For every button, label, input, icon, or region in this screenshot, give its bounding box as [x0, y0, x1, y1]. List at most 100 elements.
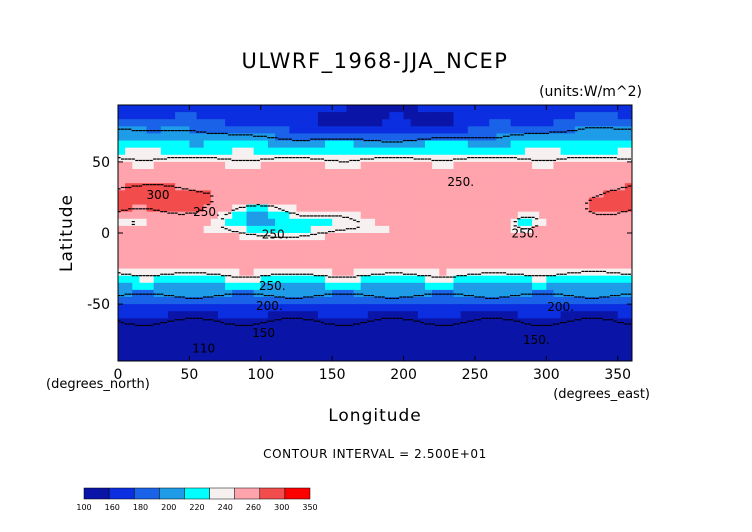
contour-segment	[538, 132, 542, 135]
contour-segment	[270, 205, 275, 207]
heatmap-cell	[346, 240, 355, 248]
heatmap-cell	[496, 119, 505, 127]
heatmap-cell	[325, 218, 333, 227]
heatmap-cell	[503, 353, 512, 361]
contour-segment	[220, 158, 225, 160]
heatmap-cell	[296, 275, 305, 284]
contour-segment	[352, 293, 357, 295]
contour-segment	[153, 184, 157, 186]
heatmap-cell	[225, 183, 233, 191]
heatmap-cell	[353, 297, 362, 305]
heatmap-cell	[125, 105, 133, 113]
contour-segment	[506, 157, 510, 159]
heatmap-cell	[460, 140, 469, 149]
contour-segment	[485, 157, 489, 159]
heatmap-cell	[517, 247, 526, 255]
heatmap-cell	[396, 133, 405, 142]
heatmap-cell	[210, 240, 219, 248]
contour-segment	[395, 157, 400, 159]
heatmap-cell	[382, 197, 390, 206]
heatmap-cell	[596, 332, 605, 341]
heatmap-cell	[303, 282, 312, 291]
heatmap-cell	[610, 154, 619, 163]
heatmap-cell	[610, 261, 619, 270]
heatmap-cell	[532, 161, 540, 170]
heatmap-cell	[524, 297, 533, 305]
contour-segment	[295, 273, 300, 275]
heatmap-cell	[567, 254, 576, 263]
heatmap-cell	[524, 197, 533, 206]
heatmap-cell	[567, 289, 576, 298]
heatmap-cell	[589, 225, 597, 234]
heatmap-cell	[118, 197, 126, 206]
heatmap-cell	[375, 233, 383, 241]
heatmap-cell	[553, 133, 562, 142]
heatmap-cell	[153, 304, 162, 312]
contour-segment	[517, 320, 521, 322]
heatmap-cell	[382, 240, 390, 248]
heatmap-cell	[332, 218, 340, 227]
heatmap-cell	[360, 346, 369, 355]
heatmap-cell	[467, 176, 476, 184]
heatmap-cell	[589, 126, 597, 135]
contour-segment	[335, 324, 339, 327]
heatmap-cell	[389, 204, 398, 213]
contour-segment	[445, 159, 449, 162]
heatmap-cell	[282, 289, 290, 298]
heatmap-cell	[296, 147, 305, 156]
heatmap-cell	[553, 311, 562, 319]
heatmap-cell	[282, 140, 290, 149]
heatmap-cell	[503, 225, 512, 234]
contour-segment	[338, 276, 342, 278]
contour-segment	[128, 323, 132, 325]
contour-segment	[527, 132, 532, 135]
heatmap-cell	[303, 353, 312, 361]
heatmap-cell	[553, 282, 562, 291]
contour-segment	[118, 157, 121, 159]
heatmap-cell	[524, 282, 533, 291]
heatmap-cell	[610, 289, 619, 298]
heatmap-cell	[396, 204, 405, 213]
heatmap-cell	[225, 161, 233, 170]
heatmap-cell	[203, 325, 212, 334]
heatmap-cell	[532, 254, 540, 263]
heatmap-cell	[367, 176, 376, 184]
heatmap-cell	[424, 140, 433, 149]
heatmap-cell	[367, 346, 376, 355]
heatmap-cell	[203, 147, 212, 156]
heatmap-cell	[253, 268, 262, 277]
contour-segment	[502, 157, 507, 159]
contour-segment	[245, 159, 250, 162]
contour-segment	[563, 322, 567, 324]
heatmap-cell	[260, 268, 269, 277]
heatmap-cell	[267, 140, 276, 149]
contour-segment	[585, 270, 589, 272]
contour-segment	[620, 293, 624, 295]
contour-segment	[370, 294, 375, 297]
heatmap-cell	[432, 318, 440, 327]
heatmap-cell	[546, 204, 555, 213]
contour-segment	[181, 157, 185, 159]
contour-segment	[270, 158, 275, 160]
heatmap-cell	[253, 304, 262, 312]
heatmap-cell	[139, 268, 148, 277]
heatmap-cell	[539, 154, 547, 163]
heatmap-cell	[553, 325, 562, 334]
heatmap-cell	[539, 297, 547, 305]
contour-segment	[420, 158, 424, 160]
y-tick-label: -50	[87, 297, 110, 313]
contour-segment	[245, 293, 250, 295]
contour-segment	[345, 138, 350, 140]
contour-segment	[549, 275, 553, 277]
contour-segment	[449, 276, 453, 278]
heatmap-cell	[175, 112, 183, 120]
heatmap-cell	[303, 176, 312, 184]
heatmap-cell	[239, 247, 248, 255]
heatmap-cell	[132, 353, 141, 361]
heatmap-cell	[482, 204, 490, 213]
heatmap-cell	[310, 332, 319, 341]
heatmap-cell	[203, 169, 212, 177]
heatmap-cell	[624, 268, 632, 277]
heatmap-cell	[510, 225, 519, 234]
heatmap-cell	[332, 140, 340, 149]
